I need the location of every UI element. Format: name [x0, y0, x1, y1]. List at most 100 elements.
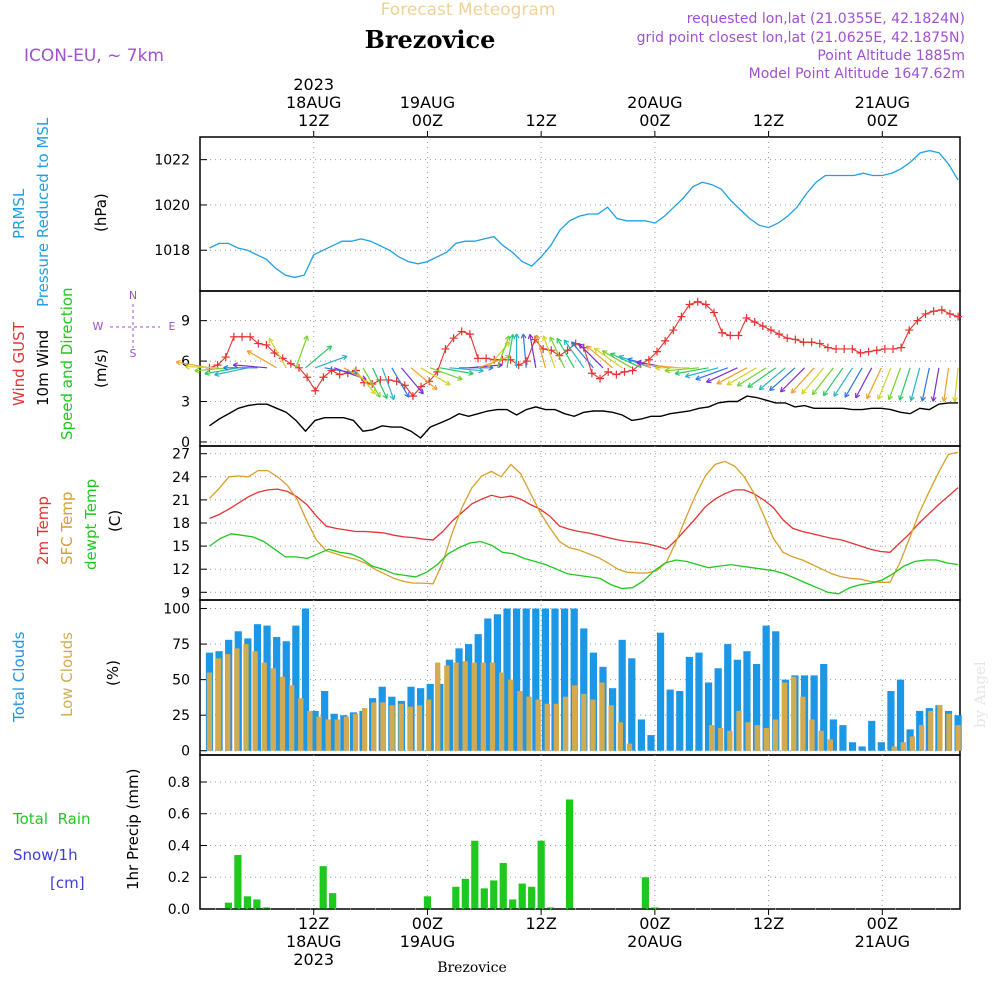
total-cloud-bar: [762, 625, 770, 751]
gust-marker: [701, 300, 710, 309]
gust-marker: [783, 334, 792, 343]
low-cloud-bar: [471, 662, 477, 751]
y-tick-label: 0.4: [168, 838, 190, 854]
gust-marker: [693, 297, 702, 306]
low-cloud-bar: [617, 722, 623, 751]
low-cloud-bar: [572, 685, 578, 751]
wind-arrow: [844, 367, 863, 398]
low-cloud-bar: [553, 703, 560, 751]
tsfc-label: SFC Temp: [58, 492, 76, 565]
wind-arrow-head: [877, 394, 883, 400]
gust-marker: [474, 354, 483, 363]
wind-arrow: [506, 334, 514, 368]
y-tick-label: 0.0: [168, 902, 190, 918]
wind-arrow-head: [232, 362, 239, 369]
top-time-label: 21AUG: [855, 93, 910, 112]
gust-marker: [709, 308, 718, 317]
precip-panel: 0.0 0.2 0.4 0.6 0.8: [168, 754, 961, 918]
gust-marker: [465, 330, 474, 339]
wind-arrow-head: [268, 337, 274, 344]
wind-arrow: [685, 367, 719, 378]
gust-marker: [482, 354, 491, 363]
total-cloud-bar: [647, 735, 655, 751]
gust-marker: [905, 326, 914, 335]
y-tick-label: 21: [172, 493, 190, 509]
supertitle: Forecast Meteogram: [381, 0, 556, 20]
gust-marker: [880, 344, 889, 353]
gust-marker: [929, 307, 938, 316]
low-cloud-bar: [261, 662, 267, 751]
low-cloud-bar: [590, 699, 596, 751]
wind-arrow: [706, 367, 738, 383]
y-tick-label: 18: [172, 516, 190, 532]
total-cloud-bar: [551, 608, 559, 751]
prmsl-desc-label: Pressure Reduced to MSL: [34, 117, 52, 307]
wind-arrow-head: [747, 382, 753, 388]
wind-arrow-head: [563, 339, 570, 346]
pressure-line: [209, 149, 959, 279]
rain-bar: [423, 896, 432, 909]
wind-arrow: [233, 364, 268, 369]
wind-arrow-head: [375, 392, 381, 398]
wind-arrow: [953, 367, 959, 402]
gust-marker: [286, 359, 295, 368]
wind-arrow-head: [404, 392, 410, 398]
wind-arrow-head: [909, 395, 915, 402]
wind-arrow-head: [556, 337, 562, 344]
low-cloud-bar: [809, 719, 815, 751]
rain-label: Total Rain: [12, 810, 91, 828]
wind-arrow: [400, 367, 424, 395]
y-tick-label: 1018: [154, 243, 190, 259]
bottom-time-label: 21AUG: [855, 932, 910, 951]
gust-marker: [563, 346, 572, 355]
gust-marker: [815, 339, 824, 348]
wind-arrow-head: [627, 357, 633, 363]
total-cloud-bar: [714, 668, 722, 751]
bottom-time-label: 18AUG: [286, 932, 341, 951]
total-cloud-bar: [704, 682, 713, 751]
wind-arrow-head: [194, 367, 200, 374]
requested-coords: requested lon,lat (21.0355E, 42.1824N): [687, 11, 965, 27]
wind-unit-label: (m/s): [92, 349, 110, 388]
wind-arrow-head: [758, 384, 765, 391]
wind-arrow: [578, 343, 604, 369]
wind-arrow-head: [801, 388, 807, 395]
gust-label: Wind GUST: [10, 321, 28, 406]
gust-marker: [441, 344, 450, 353]
wind-arrow: [674, 367, 709, 375]
low-cloud-bar: [279, 676, 286, 751]
wind-arrow: [571, 341, 594, 369]
low-cloud-bar: [407, 706, 413, 751]
gust-marker: [726, 331, 735, 340]
total-cloud-bar: [724, 644, 732, 751]
wind-speed-line: [209, 395, 959, 439]
bottom-time-label: 20AUG: [627, 932, 682, 951]
wind-arrow-head: [920, 396, 926, 402]
rain-bar: [224, 902, 233, 909]
wind-arrow-head: [478, 367, 484, 374]
low-cloud-bar: [900, 742, 906, 751]
wind-arrow-head: [223, 364, 229, 371]
compass-n: N: [129, 289, 137, 302]
y-tick-label: 6: [181, 354, 190, 370]
gust-marker: [889, 344, 898, 353]
wind-arrow: [695, 367, 728, 381]
wind-arrow-head: [610, 352, 616, 358]
total-cloud-bar: [455, 648, 463, 751]
low-cloud-bar: [498, 672, 505, 751]
y-tick-label: 75: [172, 637, 190, 653]
gridpoint-coords: grid point closest lon,lat (21.0625E, 42…: [637, 30, 965, 46]
gust-marker: [742, 313, 751, 322]
wind-arrow: [439, 367, 474, 375]
low-cloud-bar: [754, 725, 760, 751]
top-time-label: 00Z: [867, 111, 898, 130]
gust-marker: [514, 361, 523, 370]
temp-unit-label: (C): [106, 510, 124, 532]
low-cloud-bar: [626, 743, 633, 751]
low-cloud-bar: [298, 698, 304, 751]
wind-arrow: [185, 366, 220, 369]
gust-marker: [840, 344, 849, 353]
station-title: Brezovice: [365, 25, 496, 54]
low-cloud-bar: [234, 648, 240, 751]
low-cloud-bar: [325, 719, 331, 751]
